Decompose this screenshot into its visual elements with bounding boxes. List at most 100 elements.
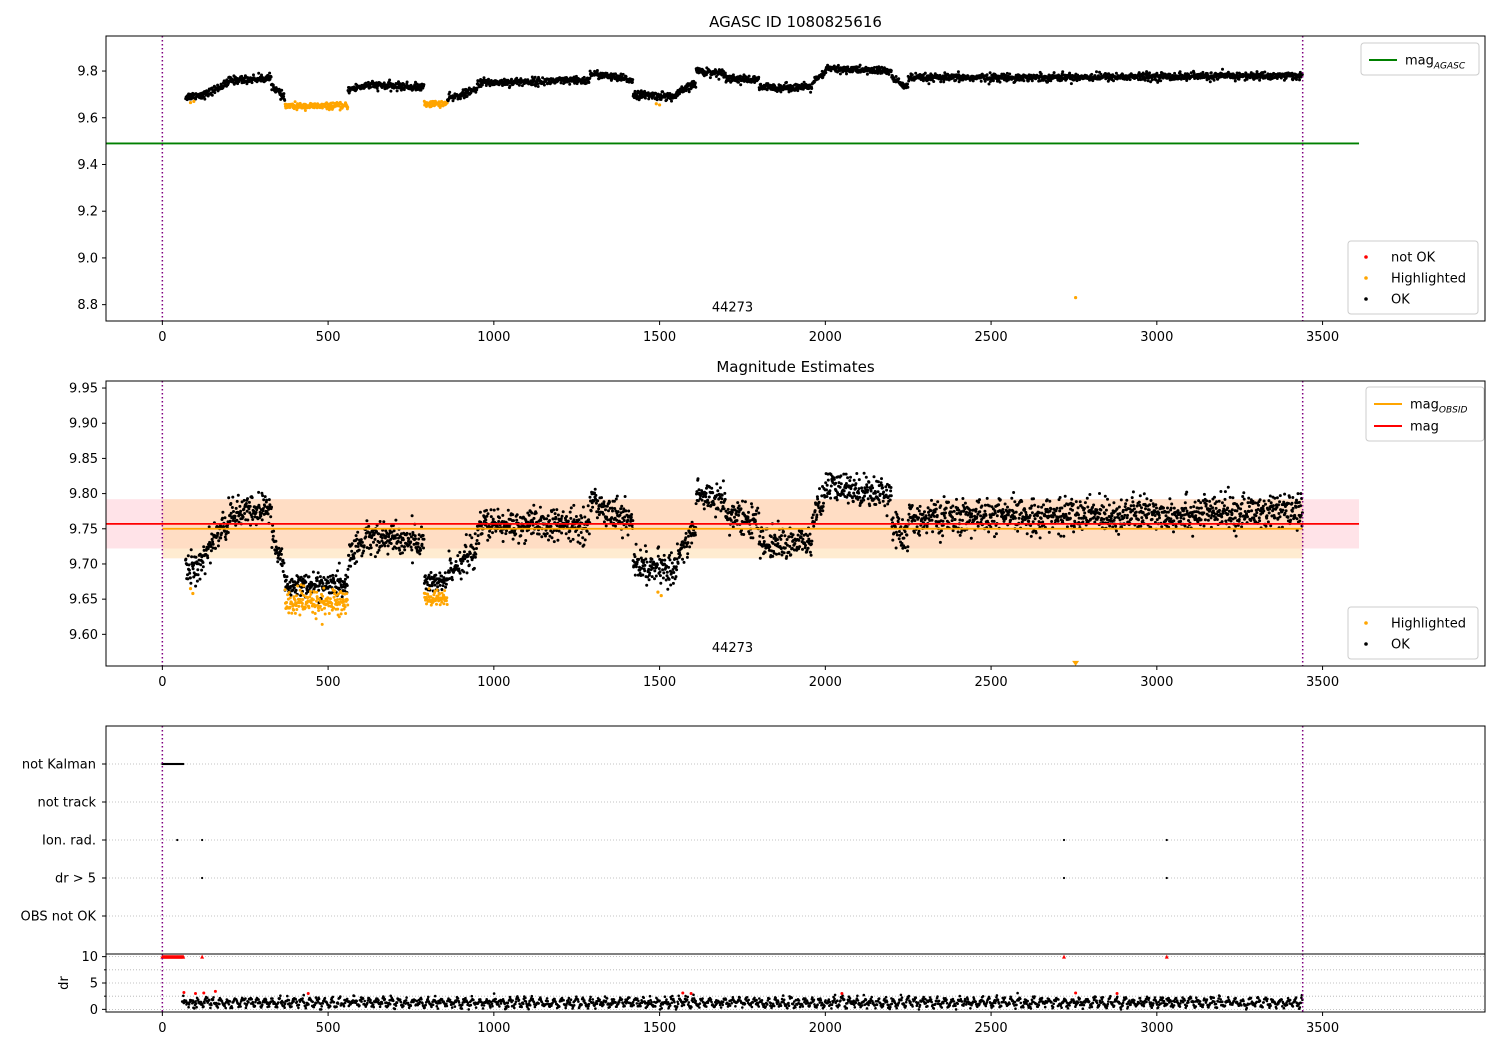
highlighted-point — [302, 584, 306, 588]
ok-point — [588, 495, 592, 499]
highlighted-point — [296, 584, 300, 588]
ok-point — [707, 501, 711, 505]
ok-point — [669, 551, 673, 555]
highlighted-point — [283, 588, 287, 592]
ok-point — [588, 69, 592, 73]
highlighted-point — [344, 612, 348, 615]
ok-point — [549, 524, 553, 528]
ok-point — [998, 80, 1002, 84]
ok-point — [609, 72, 613, 76]
ok-point — [200, 568, 204, 572]
ok-point — [196, 568, 200, 572]
ok-point — [561, 510, 565, 514]
ok-point — [787, 550, 791, 554]
ok-point — [524, 539, 528, 542]
ok-point — [572, 503, 576, 507]
ok-point — [777, 552, 781, 556]
ok-point — [845, 72, 848, 76]
ok-point — [707, 495, 711, 499]
ok-point — [230, 506, 234, 509]
ok-point — [259, 514, 263, 518]
ok-point — [656, 554, 660, 558]
ok-point — [1159, 79, 1163, 83]
ok-point — [250, 515, 254, 519]
ok-point — [577, 518, 581, 522]
ok-point — [367, 524, 371, 528]
ok-point — [1295, 78, 1298, 81]
ok-point — [462, 550, 466, 554]
ok-point — [793, 542, 797, 545]
ok-point — [694, 85, 698, 89]
ok-point — [521, 529, 525, 533]
ok-point — [222, 525, 225, 528]
ok-point — [224, 532, 228, 536]
highlighted-point — [292, 608, 296, 612]
ok-point — [198, 552, 202, 556]
ok-point — [769, 535, 773, 539]
ok-point — [226, 531, 230, 534]
ok-point — [364, 535, 368, 539]
highlighted-point — [309, 590, 312, 593]
ok-point — [318, 575, 322, 579]
ok-point — [340, 595, 344, 599]
ok-point — [241, 515, 245, 519]
ok-point — [678, 92, 681, 96]
highlighted-point — [442, 602, 446, 606]
ok-point — [971, 79, 975, 83]
ok-point — [939, 80, 943, 84]
ok-point — [491, 531, 494, 535]
ok-point — [640, 566, 644, 570]
ok-point — [782, 530, 785, 534]
ok-point — [229, 502, 233, 505]
ok-point — [520, 84, 524, 88]
ok-point — [184, 557, 188, 561]
highlighted-point — [307, 606, 311, 610]
ok-point — [207, 525, 211, 529]
ok-point — [686, 541, 690, 545]
ok-point — [251, 518, 255, 521]
ok-point — [747, 510, 750, 514]
ok-point — [202, 545, 206, 549]
ok-point — [280, 564, 284, 568]
ok-point — [1225, 75, 1229, 79]
ok-point — [685, 88, 689, 91]
ok-point — [577, 533, 581, 537]
ok-point — [491, 517, 495, 521]
ok-point — [1237, 77, 1241, 81]
ok-point — [278, 91, 282, 95]
ok-point — [362, 544, 366, 548]
ok-point — [668, 558, 672, 562]
ok-point — [714, 75, 718, 78]
ok-point — [213, 91, 217, 95]
ok-point — [356, 545, 360, 548]
ok-point — [674, 575, 678, 579]
ok-point — [357, 548, 361, 552]
ok-point — [1004, 74, 1007, 77]
ok-point — [398, 82, 402, 86]
ok-point — [615, 494, 619, 498]
ok-point — [443, 571, 447, 575]
ok-point — [261, 494, 265, 498]
ok-point — [223, 516, 227, 520]
ok-point — [887, 72, 891, 76]
ok-point — [268, 71, 272, 75]
ok-point — [270, 546, 274, 549]
ok-point — [489, 508, 493, 512]
ok-point — [688, 545, 692, 549]
ok-point — [252, 509, 256, 513]
ok-point — [346, 575, 350, 579]
ok-point — [336, 569, 339, 573]
ok-point — [487, 77, 490, 81]
ok-point — [269, 75, 273, 79]
ok-point — [641, 573, 645, 577]
ok-point — [639, 548, 642, 552]
axes-frame — [105, 35, 1486, 322]
highlighted-point — [332, 595, 336, 599]
ok-point — [465, 571, 469, 575]
ok-point — [653, 569, 657, 573]
highlighted-point — [330, 602, 334, 605]
ok-point — [188, 576, 192, 580]
highlighted-point — [299, 583, 303, 587]
ok-point — [1095, 70, 1098, 74]
ok-point — [706, 498, 710, 502]
